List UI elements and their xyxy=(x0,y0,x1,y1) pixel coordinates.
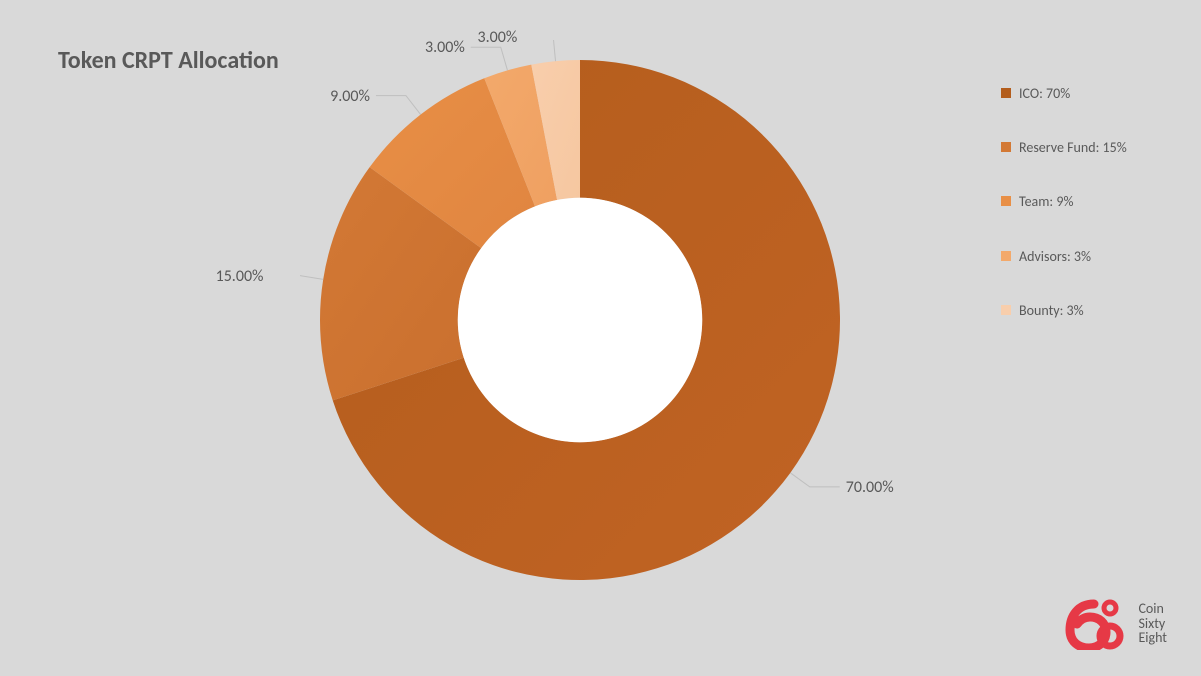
leader-line xyxy=(376,96,421,115)
legend-swatch xyxy=(1001,196,1011,206)
slice-label: 15.00% xyxy=(216,267,264,286)
donut-chart: 70.00%15.00%9.00%3.00%3.00% xyxy=(300,40,860,600)
legend-item: ICO: 70% xyxy=(1001,85,1161,103)
slice-label: 3.00% xyxy=(425,38,465,57)
legend-item: Reserve Fund: 15% xyxy=(1001,139,1161,157)
legend-label: Bounty: 3% xyxy=(1019,302,1084,320)
donut-hole xyxy=(458,198,702,442)
legend-item: Bounty: 3% xyxy=(1001,302,1161,320)
slice-label: 3.00% xyxy=(477,28,517,47)
brand-logo-line3: Eight xyxy=(1138,631,1167,646)
legend-swatch xyxy=(1001,88,1011,98)
leader-line xyxy=(300,276,323,280)
legend-swatch xyxy=(1001,142,1011,152)
legend-label: ICO: 70% xyxy=(1019,85,1070,103)
legend-label: Reserve Fund: 15% xyxy=(1019,139,1127,157)
legend-item: Team: 9% xyxy=(1001,193,1161,211)
slice-label: 70.00% xyxy=(846,478,894,497)
slice-label: 9.00% xyxy=(330,87,370,106)
legend: ICO: 70% Reserve Fund: 15% Team: 9% Advisor… xyxy=(1001,85,1161,356)
legend-item: Advisors: 3% xyxy=(1001,248,1161,266)
leader-line xyxy=(523,40,555,61)
page-title: Token CRPT Allocation xyxy=(58,46,279,75)
leader-line xyxy=(790,473,839,487)
legend-swatch xyxy=(1001,305,1011,315)
leader-line xyxy=(471,47,508,70)
legend-swatch xyxy=(1001,251,1011,261)
legend-label: Team: 9% xyxy=(1019,193,1073,211)
brand-logo-text: Coin Sixty Eight xyxy=(1138,602,1167,646)
legend-label: Advisors: 3% xyxy=(1019,248,1091,266)
brand-logo: Coin Sixty Eight xyxy=(1064,598,1167,650)
